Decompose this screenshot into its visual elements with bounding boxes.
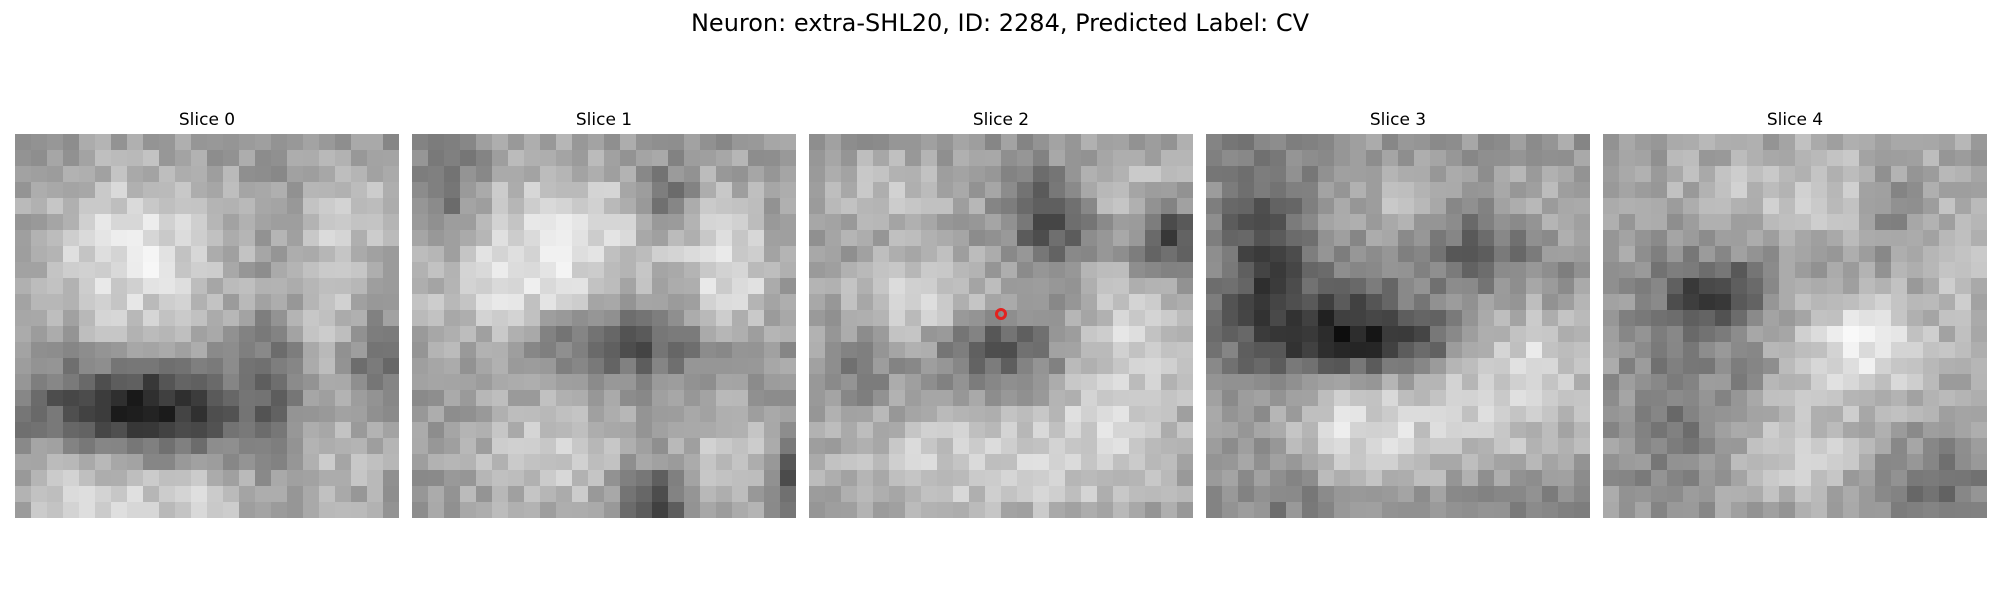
figure-title: Neuron: extra-SHL20, ID: 2284, Predicted… bbox=[690, 9, 1310, 37]
slice-title-1: Slice 1 bbox=[575, 110, 633, 130]
slice-title-0: Slice 0 bbox=[178, 110, 236, 130]
slice-panel-1: Slice 1 bbox=[412, 108, 796, 518]
slice-panel-4: Slice 4 bbox=[1603, 108, 1987, 518]
slice-image-2 bbox=[809, 134, 1193, 518]
slice-panel-3: Slice 3 bbox=[1206, 108, 1590, 518]
slice-image-1 bbox=[412, 134, 796, 518]
center-point-marker bbox=[995, 308, 1007, 320]
slice-title-2: Slice 2 bbox=[972, 110, 1030, 130]
slice-panel-0: Slice 0 bbox=[15, 108, 399, 518]
slice-title-4: Slice 4 bbox=[1766, 110, 1824, 130]
slice-title-3: Slice 3 bbox=[1369, 110, 1427, 130]
slice-image-3 bbox=[1206, 134, 1590, 518]
slice-image-4 bbox=[1603, 134, 1987, 518]
slice-image-0 bbox=[15, 134, 399, 518]
slice-panel-2: Slice 2 bbox=[809, 108, 1193, 518]
